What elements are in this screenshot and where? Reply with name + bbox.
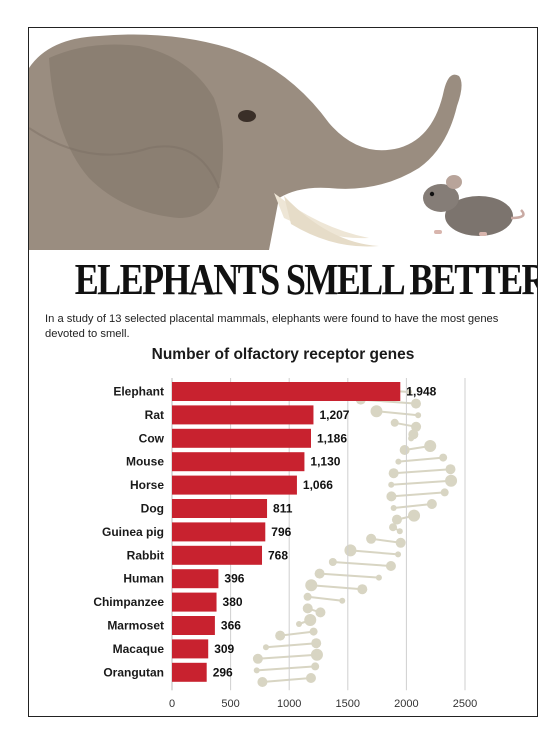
bar	[172, 522, 266, 542]
x-tick-label: 1500	[336, 698, 360, 708]
value-label: 1,186	[317, 431, 347, 445]
bar	[172, 639, 209, 659]
category-label: Rat	[145, 408, 164, 422]
category-label: Orangutan	[103, 665, 164, 679]
x-tick-label: 0	[169, 698, 175, 708]
value-label: 380	[223, 595, 243, 609]
category-label: Chimpanzee	[93, 595, 164, 609]
category-label: Horse	[130, 478, 164, 492]
bar	[172, 382, 401, 401]
x-tick-label: 2000	[394, 698, 418, 708]
elephant-image	[29, 34, 462, 250]
bar	[172, 545, 263, 565]
x-tick-label: 1000	[277, 698, 301, 708]
value-label: 811	[273, 502, 293, 516]
dna-decoration	[252, 384, 458, 687]
hero-illustration	[29, 28, 537, 250]
bar-chart: Elephant Rat Cow Mouse Horse Dog Guinea pig Rab…	[93, 378, 477, 708]
value-label: 1,207	[319, 408, 349, 422]
value-label: 396	[224, 572, 244, 586]
category-labels: Elephant Rat Cow Mouse Horse Dog Guinea pig Rab…	[93, 385, 164, 680]
value-label: 1,130	[310, 455, 340, 469]
intro-text: In a study of 13 selected placental mamm…	[45, 313, 499, 340]
x-tick-labels: 0 500 1000 1500 2000 2500	[169, 698, 477, 708]
value-label: 296	[213, 665, 233, 679]
bar	[172, 616, 215, 635]
bar	[172, 405, 314, 425]
bars	[172, 382, 401, 682]
value-label: 366	[221, 619, 241, 633]
x-tick-label: 2500	[453, 698, 477, 708]
category-label: Cow	[139, 431, 165, 445]
headline: ELEPHANTS SMELL BETTER THAN RATS	[74, 255, 538, 304]
chart-title: Number of olfactory receptor genes	[151, 346, 415, 363]
bar	[172, 592, 217, 612]
value-label: 309	[214, 642, 234, 656]
bar	[172, 569, 219, 589]
bar	[172, 428, 311, 448]
category-label: Mouse	[126, 455, 164, 469]
rat-image	[423, 175, 525, 236]
value-label: 796	[271, 525, 291, 539]
bar	[172, 499, 268, 518]
value-label: 1,948	[406, 385, 436, 399]
category-label: Guinea pig	[102, 525, 164, 539]
value-labels: 1,948 1,207 1,186 1,130 1,066 811 796 768 396 380…	[213, 385, 437, 680]
category-label: Marmoset	[107, 619, 164, 633]
category-label: Elephant	[113, 385, 164, 399]
bar	[172, 452, 305, 472]
category-label: Dog	[141, 502, 164, 516]
category-label: Human	[123, 572, 164, 586]
value-label: 768	[268, 548, 288, 562]
bar	[172, 662, 207, 682]
value-label: 1,066	[303, 478, 333, 492]
bar	[172, 475, 297, 495]
infographic-frame: ELEPHANTS SMELL BETTER THAN RATS In a st…	[28, 27, 538, 717]
category-label: Rabbit	[127, 548, 164, 562]
category-label: Macaque	[113, 642, 165, 656]
x-tick-label: 500	[221, 698, 239, 708]
